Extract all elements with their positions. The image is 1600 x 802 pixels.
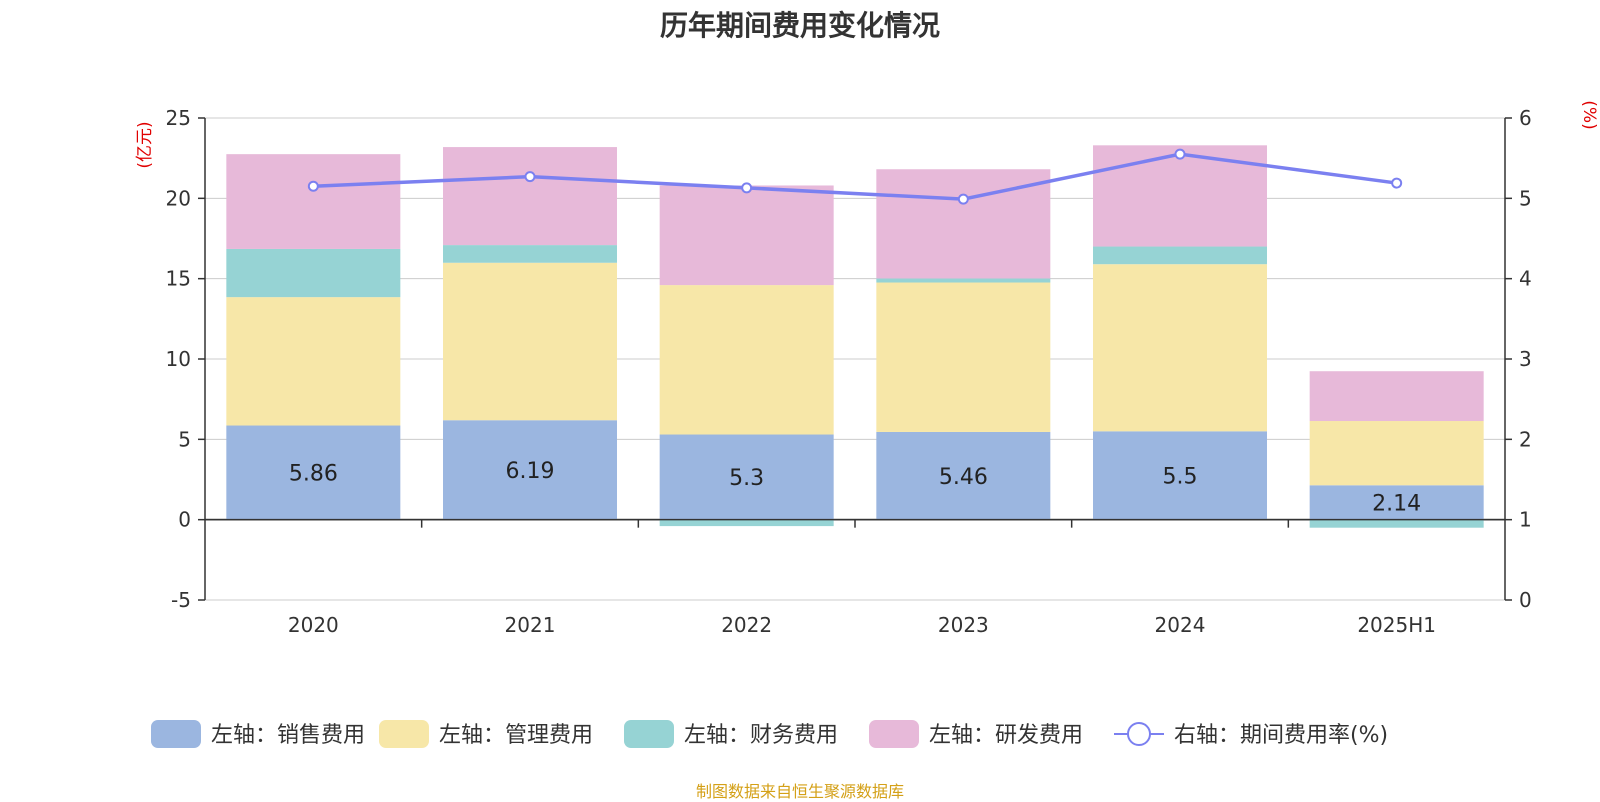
bar-segment <box>443 245 617 263</box>
legend: 左轴：销售费用 左轴：管理费用 左轴：财务费用 左轴：研发费用 右轴：期间费用率(%) <box>151 720 1388 748</box>
data-labels: 5.86 6.19 5.3 5.46 5.5 2.14 <box>289 459 1421 517</box>
legend-label: 左轴：财务费用 <box>684 723 838 748</box>
x-tick-label: 2020 <box>288 613 339 637</box>
y-right-tick-label: 2 <box>1519 427 1532 451</box>
bar-value-label: 5.86 <box>289 462 338 487</box>
bar-segment <box>1093 145 1267 247</box>
rate-point <box>957 193 969 205</box>
legend-label: 左轴：管理费用 <box>439 723 593 748</box>
bar-segment <box>659 185 834 286</box>
legend-label: 右轴：期间费用率(%) <box>1174 723 1388 748</box>
bar-value-label: 5.46 <box>939 465 988 490</box>
bar-segment <box>226 297 401 426</box>
x-tick-label: 2024 <box>1155 613 1206 637</box>
x-tick-label: 2023 <box>938 613 989 637</box>
source-note: 制图数据来自恒生聚源数据库 <box>695 782 904 801</box>
x-tick-label: 2021 <box>505 613 556 637</box>
bar-segment <box>226 154 401 249</box>
y-left-tick-label: 10 <box>166 347 191 371</box>
y-left-tick-label: -5 <box>171 588 191 612</box>
rate-point <box>1391 177 1403 189</box>
bar-segment <box>1093 246 1267 265</box>
y-left-tick-label: 0 <box>178 508 191 532</box>
bar-segment <box>659 434 834 520</box>
y-left-tick-label: 20 <box>166 186 191 210</box>
line-series <box>307 148 1403 205</box>
bar-value-label: 2.14 <box>1372 491 1421 516</box>
y-left-tick-label: 15 <box>166 267 191 291</box>
legend-swatch <box>379 720 429 748</box>
bar-segment <box>226 248 401 298</box>
chart-title: 历年期间费用变化情况 <box>659 9 940 42</box>
bar-segment <box>1309 421 1484 486</box>
x-tick-label: 2022 <box>721 613 772 637</box>
y-right-unit: (%) <box>1579 100 1599 129</box>
bar-segment <box>659 519 834 527</box>
y-left-unit: (亿元) <box>135 121 155 168</box>
legend-label: 左轴：研发费用 <box>929 723 1083 748</box>
y-right-tick-label: 3 <box>1519 347 1532 371</box>
bar-segment <box>226 425 401 520</box>
legend-label: 左轴：销售费用 <box>211 723 365 748</box>
rate-point <box>307 180 319 192</box>
rate-line <box>313 152 1397 201</box>
bar-segment <box>443 420 617 520</box>
bar-segment <box>1309 485 1484 520</box>
bar-segment <box>443 147 617 246</box>
bar-segment <box>1093 431 1267 520</box>
rate-point <box>524 171 536 183</box>
bar-series <box>226 145 1484 528</box>
bar-segment <box>1309 371 1484 422</box>
y-right-tick-label: 6 <box>1519 106 1532 130</box>
legend-swatch <box>151 720 201 748</box>
y-left-tick-label: 25 <box>166 106 191 130</box>
x-tick-label: 2025H1 <box>1357 613 1436 637</box>
rate-point <box>1174 148 1186 160</box>
legend-swatch <box>624 720 674 748</box>
bar-segment <box>659 285 834 435</box>
bar-segment <box>443 262 617 421</box>
bar-value-label: 5.5 <box>1163 464 1198 489</box>
y-right-tick-label: 1 <box>1519 508 1532 532</box>
y-right-tick-label: 5 <box>1519 186 1532 210</box>
axes: -5 0 5 10 15 20 25 0 1 2 3 4 5 6 (亿元) (%) 2020 2021 2022 20… <box>135 100 1599 637</box>
bar-segment <box>876 278 1051 283</box>
legend-circle-marker <box>1127 722 1151 746</box>
bar-value-label: 5.3 <box>729 466 764 491</box>
bar-value-label: 6.19 <box>506 459 555 484</box>
bar-segment <box>876 282 1051 432</box>
y-left-tick-label: 5 <box>178 427 191 451</box>
y-right-tick-label: 0 <box>1519 588 1532 612</box>
rate-point <box>741 182 753 194</box>
bar-segment <box>1093 264 1267 432</box>
legend-swatch <box>869 720 919 748</box>
bar-segment <box>876 431 1051 520</box>
y-right-tick-label: 4 <box>1519 267 1532 291</box>
bar-segment <box>1309 519 1484 528</box>
